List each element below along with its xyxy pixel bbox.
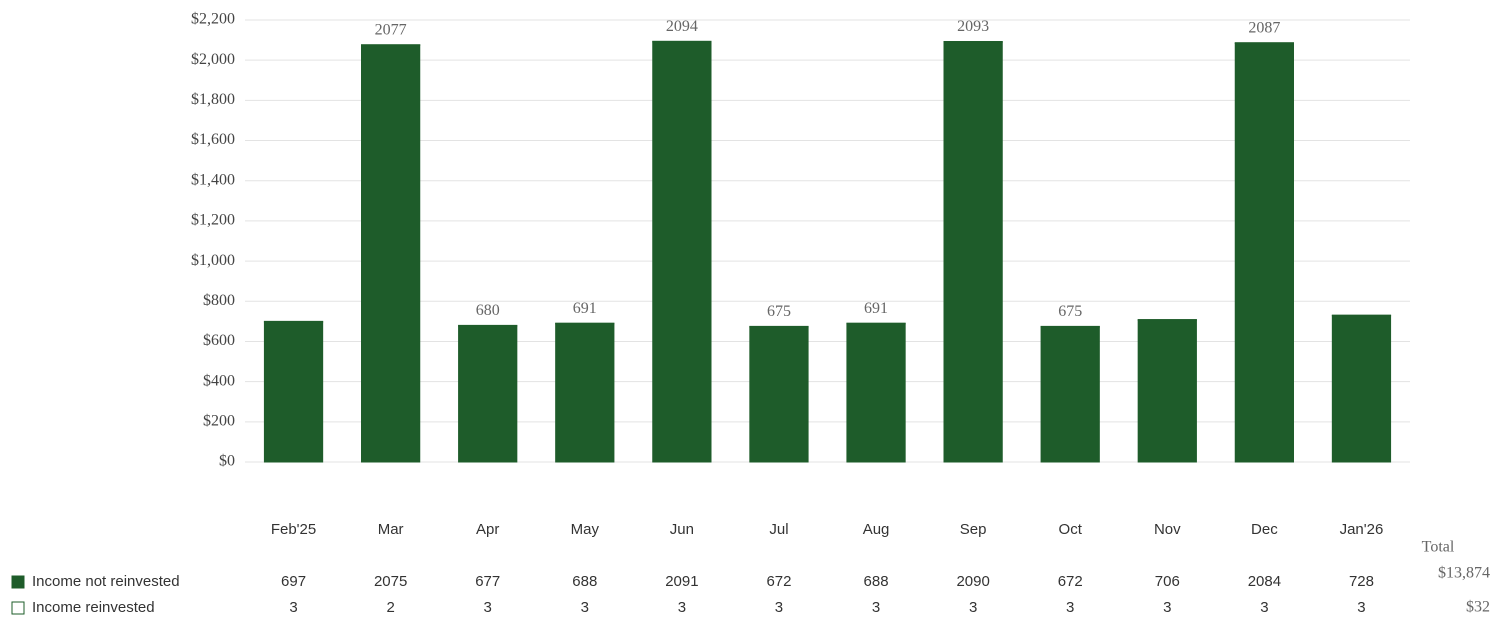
table-value: 3 <box>1260 599 1268 616</box>
x-tick-label: Feb'25 <box>271 521 316 538</box>
y-tick-label: $0 <box>219 453 235 470</box>
table-value: 3 <box>1357 599 1365 616</box>
table-value: 2090 <box>956 573 989 590</box>
x-tick-label: Sep <box>960 521 987 538</box>
total-label: 2094 <box>666 18 698 35</box>
bar <box>1137 319 1197 321</box>
legend-swatch <box>11 575 25 589</box>
legend-swatch <box>11 601 25 615</box>
bar <box>1137 319 1197 463</box>
x-tick-label: Aug <box>863 521 890 538</box>
legend-label: Income not reinvested <box>32 573 180 590</box>
x-tick-label: Jun <box>670 521 694 538</box>
y-tick-label: $1,600 <box>191 131 235 148</box>
y-tick-label: $1,800 <box>191 91 235 108</box>
bar <box>652 41 712 463</box>
table-value: 3 <box>969 599 977 616</box>
x-tick-label: Mar <box>378 521 404 538</box>
total-label: 2093 <box>957 18 989 35</box>
table-value: 3 <box>775 599 783 616</box>
x-tick-label: Jul <box>769 521 788 538</box>
series-total: $13,874 <box>1438 565 1490 582</box>
total-label: 2087 <box>1248 19 1280 36</box>
total-header: Total <box>1422 539 1455 556</box>
table-value: 2091 <box>665 573 698 590</box>
bar <box>943 41 1003 463</box>
x-tick-label: Jan'26 <box>1340 521 1384 538</box>
table-value: 677 <box>475 573 500 590</box>
y-tick-label: $2,200 <box>191 11 235 28</box>
total-label: 675 <box>767 303 791 320</box>
total-label: 691 <box>864 300 888 317</box>
y-tick-label: $1,400 <box>191 171 235 188</box>
bar <box>1331 315 1392 463</box>
y-tick-label: $400 <box>203 372 235 389</box>
table-value: 3 <box>872 599 880 616</box>
bar <box>555 322 615 325</box>
table-value: 2 <box>386 599 394 616</box>
bar <box>1234 42 1294 44</box>
total-label: 691 <box>573 300 597 317</box>
table-value: 688 <box>572 573 597 590</box>
total-label: 2077 <box>375 21 407 38</box>
y-tick-label: $200 <box>203 412 235 429</box>
bar <box>1331 314 1392 317</box>
table-value: 706 <box>1155 573 1180 590</box>
x-tick-label: Dec <box>1251 521 1278 538</box>
table-value: 3 <box>289 599 297 616</box>
x-tick-label: Nov <box>1154 521 1181 538</box>
bar <box>458 325 518 463</box>
bar <box>846 322 906 325</box>
bar <box>1234 42 1294 463</box>
table-value: 2084 <box>1248 573 1281 590</box>
bar <box>361 44 421 463</box>
bar <box>749 326 809 463</box>
x-tick-label: Apr <box>476 521 499 538</box>
x-tick-label: Oct <box>1059 521 1083 538</box>
table-value: 672 <box>1058 573 1083 590</box>
bar <box>458 324 518 327</box>
y-tick-label: $600 <box>203 332 235 349</box>
bar <box>846 323 906 463</box>
table-value: 3 <box>678 599 686 616</box>
table-value: 2075 <box>374 573 407 590</box>
y-tick-label: $2,000 <box>191 51 235 68</box>
y-tick-label: $800 <box>203 292 235 309</box>
table-value: 672 <box>766 573 791 590</box>
bar <box>263 321 324 463</box>
y-tick-label: $1,200 <box>191 212 235 229</box>
bar <box>652 40 712 43</box>
table-value: 697 <box>281 573 306 590</box>
bar <box>943 40 1003 43</box>
total-label: 680 <box>476 302 500 319</box>
table-value: 728 <box>1349 573 1374 590</box>
bar <box>1040 326 1100 463</box>
bar <box>749 325 809 328</box>
table-value: 3 <box>581 599 589 616</box>
table-value: 688 <box>864 573 889 590</box>
table-value: 3 <box>1163 599 1171 616</box>
table-value: 3 <box>484 599 492 616</box>
total-label: 675 <box>1058 303 1082 320</box>
x-tick-label: May <box>571 521 600 538</box>
table-value: 3 <box>1066 599 1074 616</box>
bar <box>263 320 324 323</box>
series-total: $32 <box>1466 599 1490 616</box>
y-tick-label: $1,000 <box>191 252 235 269</box>
bar <box>555 323 615 463</box>
bar <box>1040 325 1100 328</box>
legend-label: Income reinvested <box>32 599 155 616</box>
